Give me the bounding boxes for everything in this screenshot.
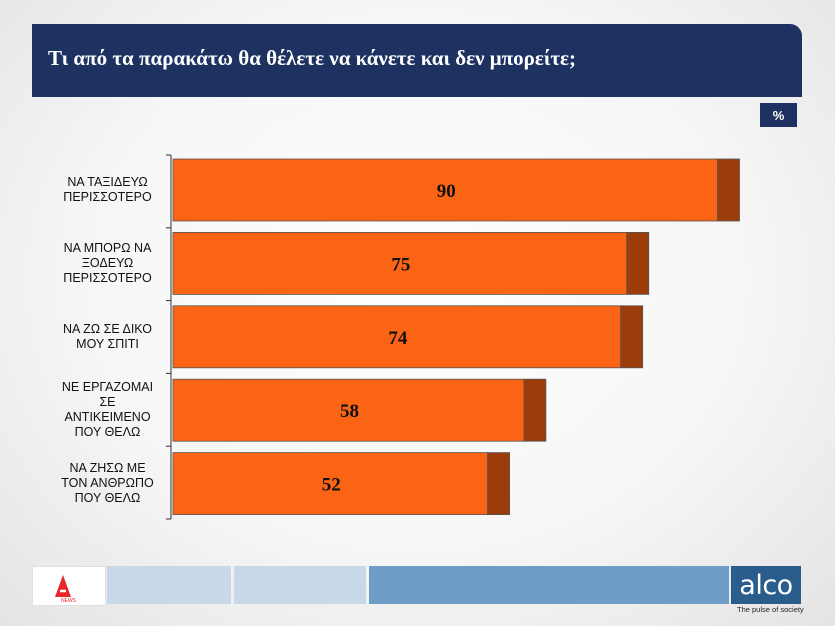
category-label: ΝΑ ΜΠΟΡΩ ΝΑ ΞΟΔΕΥΩ ΠΕΡΙΣΣΟΤΕΡΟ bbox=[40, 241, 175, 286]
category-label-line: ΠΕΡΙΣΣΟΤΕΡΟ bbox=[63, 270, 152, 285]
footer-color-block bbox=[234, 566, 366, 604]
bar bbox=[172, 452, 489, 516]
category-label: ΝΑ ΖΗΣΩ ΜΕ ΤΟΝ ΑΝΘΡΩΠΟ ΠΟΥ ΘΕΛΩ bbox=[40, 461, 175, 506]
category-label-line: ΞΟΔΕΥΩ bbox=[81, 255, 134, 270]
alpha-news-logo: NEWS bbox=[32, 566, 106, 606]
category-label-line: ΠΟΥ ΘΕΛΩ bbox=[74, 425, 141, 440]
logo-left-text: NEWS bbox=[61, 598, 77, 604]
category-label-line: ΝΕ ΕΡΓΑΖΟΜΑΙ bbox=[61, 380, 154, 395]
category-label-line: ΝΑ ΖΗΣΩ ΜΕ bbox=[69, 461, 146, 476]
category-label-line: ΝΑ ΤΑΞΙΔΕΥΩ bbox=[67, 175, 148, 189]
bar-end-cap bbox=[620, 305, 644, 369]
page-title: Τι από τα παρακάτω θα θέλετε να κάνετε κ… bbox=[48, 46, 577, 70]
category-label: ΝΕ ΕΡΓΑΖΟΜΑΙ ΣΕ ΑΝΤΙΚΕΙΜΕΝΟ ΠΟΥ ΘΕΛΩ bbox=[40, 380, 175, 440]
category-label-line: ΝΑ ΜΠΟΡΩ ΝΑ bbox=[63, 240, 152, 255]
bar-value-label: 58 bbox=[340, 401, 359, 422]
category-label-line: ΜΟΥ ΣΠΙΤΙ bbox=[76, 336, 139, 351]
category-label-line: ΠΟΥ ΘΕΛΩ bbox=[74, 491, 141, 506]
bar-end-cap bbox=[717, 158, 740, 222]
bar-value-label: 75 bbox=[391, 254, 410, 275]
title-bar: Τι από τα παρακάτω θα θέλετε να κάνετε κ… bbox=[32, 24, 802, 97]
unit-badge: % bbox=[760, 103, 797, 127]
alpha-logo-icon: NEWS bbox=[55, 575, 77, 604]
category-label-line: ΑΝΤΙΚΕΙΜΕΝΟ bbox=[64, 410, 151, 425]
bar-value-label: 52 bbox=[322, 475, 341, 496]
category-label: ΝΑ ΤΑΞΙΔΕΥΩ ΠΕΡΙΣΣΟΤΕΡΟ bbox=[40, 175, 175, 205]
alco-tagline: The pulse of society bbox=[737, 605, 804, 614]
bar-value-label: 74 bbox=[388, 328, 408, 349]
category-label: ΝΑ ΖΩ ΣΕ ΔΙΚΟ ΜΟΥ ΣΠΙΤΙ bbox=[40, 322, 175, 352]
category-label-line: ΣΕ bbox=[99, 395, 116, 410]
category-label-line: ΤΟΝ ΑΝΘΡΩΠΟ bbox=[61, 476, 154, 491]
alco-logo: alco bbox=[731, 566, 801, 604]
bar-chart: 90 75 74 58 52 bbox=[166, 154, 740, 520]
bar-end-cap bbox=[523, 378, 547, 442]
bar-end-cap bbox=[626, 231, 650, 295]
category-label-line: ΠΕΡΙΣΣΟΤΕΡΟ bbox=[63, 190, 152, 204]
bar bbox=[172, 158, 718, 222]
category-label-line: ΝΑ ΖΩ ΣΕ ΔΙΚΟ bbox=[63, 321, 152, 336]
footer-color-block bbox=[369, 566, 729, 604]
footer-color-block bbox=[107, 566, 231, 604]
bar-value-label: 90 bbox=[437, 181, 456, 202]
bar-end-cap bbox=[487, 452, 511, 516]
